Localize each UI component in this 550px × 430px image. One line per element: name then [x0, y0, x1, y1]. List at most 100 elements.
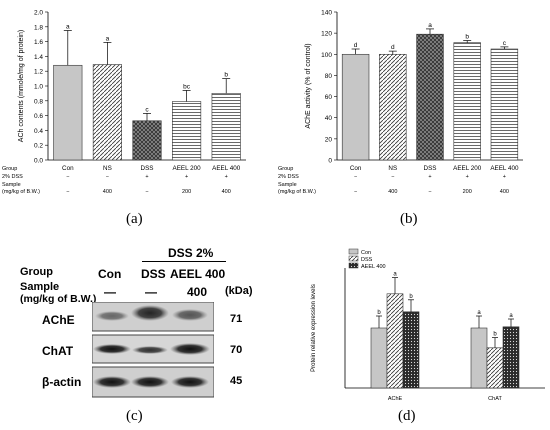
row-cell-0-1: NS [103, 165, 112, 172]
row-cell-3-4: 400 [222, 189, 231, 195]
row-cell-1-3: + [466, 174, 469, 180]
chart-d: Protein relative expression levels AChE b a… [311, 248, 545, 402]
band-label-ache: AChE [42, 313, 75, 327]
blot-image [92, 302, 214, 398]
band-ache-dss [131, 305, 169, 321]
chart-b: 0 20 40 60 80 100 120 140 AChE activity (% of co… [278, 10, 523, 195]
sig-letter-1-0: a [393, 272, 397, 278]
row-cell-0-3: AEEL 200 [173, 165, 202, 172]
bar-0-1 [470, 327, 488, 389]
row-cell-3-2: − [145, 189, 148, 195]
bar-1-0 [386, 293, 404, 389]
y-tick-label: 1.8 [34, 24, 43, 31]
panel-label-b: (b) [400, 211, 418, 227]
row-cell-1-4: + [225, 174, 228, 180]
sig-letter-0-1: a [477, 310, 481, 316]
y-tick-label: 100 [321, 52, 332, 59]
y-tick-label: 0.4 [34, 128, 43, 135]
panel-label-d: (d) [398, 408, 416, 424]
blot-group-con: Con [98, 267, 122, 281]
row-cell-0-4: AEEL 400 [212, 165, 241, 172]
bar-2-0 [402, 311, 420, 389]
blot-group-dss: DSS [141, 267, 166, 281]
dss-line [142, 261, 226, 262]
legend-swatch-2 [348, 262, 359, 269]
band-actin-con [93, 376, 131, 388]
band-actin-aeel [171, 376, 209, 388]
bar-1 [379, 53, 407, 161]
row-cell-3-3: 200 [182, 189, 191, 195]
row-cell-1-4: + [503, 174, 506, 180]
y-tick-label: 80 [325, 73, 333, 80]
row-label-1: 2% DSS [2, 174, 23, 180]
group-label: Group [20, 266, 53, 278]
band-kda-chat: 70 [230, 344, 243, 356]
band-kda-actin: 45 [230, 375, 243, 387]
y-tick-label: 60 [325, 94, 333, 101]
row-cell-1-0: − [66, 174, 69, 180]
sig-letter-3: bc [183, 83, 191, 90]
sig-letter-1-1: b [493, 332, 497, 338]
bar-4 [490, 48, 519, 161]
row-label-2: Sample [2, 182, 21, 188]
blot-dose-aeel: 400 [187, 285, 208, 299]
band-kda-ache: 71 [230, 313, 243, 325]
y-tick-label: 0.6 [34, 113, 43, 120]
legend-label-0: Con [361, 250, 371, 256]
sig-letter-1: a [106, 35, 110, 42]
row-cell-1-1: − [106, 174, 109, 180]
y-tick-label: 0 [328, 158, 332, 165]
row-label-0: Group [2, 166, 17, 172]
sample-unit: (mg/kg of B.W.) [20, 293, 97, 305]
band-actin-dss [131, 376, 169, 388]
y-tick-label: 0.0 [34, 158, 43, 165]
y-axis-label: ACh contents (mmole/mg of protein) [18, 30, 25, 142]
y-axis-label: AChE activity (% of control) [305, 43, 312, 128]
y-tick-label: 1.0 [34, 84, 43, 91]
sig-letter-0-0: b [377, 310, 381, 316]
row-label-2: Sample [278, 182, 297, 188]
row-cell-0-0: Con [350, 165, 362, 172]
kda-label: (kDa) [225, 285, 253, 297]
row-cell-0-1: NS [388, 165, 397, 172]
sample-label: Sample [20, 281, 60, 293]
y-tick-label: 1.2 [34, 69, 43, 76]
bar-0-0 [370, 327, 388, 389]
y-tick-label: 40 [325, 115, 333, 122]
sig-letter-0: a [66, 24, 70, 31]
y-tick-label: 120 [321, 31, 332, 38]
row-cell-0-3: AEEL 200 [453, 165, 482, 172]
sig-letter-3: b [465, 34, 469, 41]
panel-label-c: (c) [126, 408, 143, 424]
row-cell-0-4: AEEL 400 [490, 165, 519, 172]
x-tick-label-0: AChE [388, 396, 403, 402]
bar-4 [211, 93, 241, 161]
row-cell-1-3: + [185, 174, 188, 180]
row-cell-0-0: Con [62, 165, 74, 172]
sig-letter-0: d [354, 42, 358, 49]
row-cell-1-1: − [391, 174, 394, 180]
sig-letter-2-0: b [409, 294, 413, 300]
bar-2 [132, 120, 162, 161]
x-tick-label-1: ChAT [488, 396, 502, 402]
row-cell-3-1: 400 [388, 189, 397, 195]
y-tick-label: 0.2 [34, 143, 43, 150]
y-tick-label: 0.8 [34, 98, 43, 105]
bar-2-1 [502, 326, 520, 389]
legend-label-1: DSS [361, 257, 373, 263]
sig-letter-4: c [503, 40, 507, 47]
row-cell-3-1: 400 [103, 189, 112, 195]
band-ache-con [95, 311, 129, 321]
band-chat-con [93, 344, 131, 354]
y-tick-label: 1.6 [34, 39, 43, 46]
blot-dose-con: — [104, 285, 116, 299]
sig-letter-1: d [391, 44, 395, 51]
y-tick-label: 1.4 [34, 54, 43, 61]
row-cell-3-0: − [66, 189, 69, 195]
sig-letter-4: b [224, 72, 228, 79]
bar-1 [92, 64, 122, 161]
row-cell-3-4: 400 [500, 189, 509, 195]
bar-2 [416, 33, 444, 161]
dss-header: DSS 2% [168, 246, 214, 260]
band-chat-aeel [170, 343, 210, 355]
